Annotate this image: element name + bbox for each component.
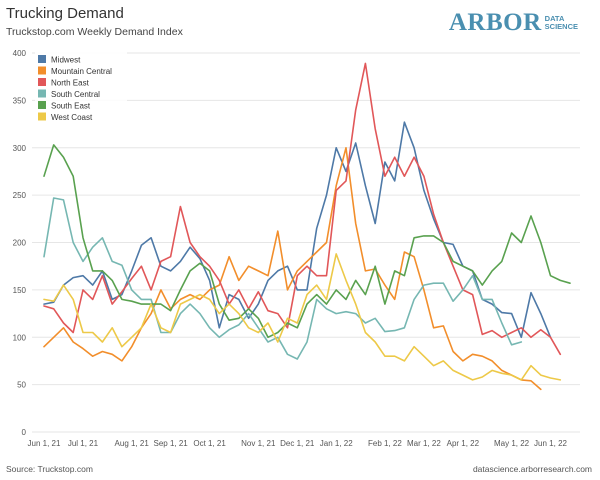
y-tick-label: 150: [13, 286, 27, 295]
arbor-logo: ARBOR DATA SCIENCE: [449, 9, 578, 37]
x-tick-label: Oct 1, 21: [193, 439, 226, 448]
x-tick-label: Feb 1, 22: [368, 439, 402, 448]
series-line-south-central: [43, 197, 523, 360]
legend-label: North East: [51, 79, 90, 88]
series-line-mountain-central: [43, 147, 542, 391]
x-tick-label: Jan 1, 22: [320, 439, 353, 448]
y-tick-label: 400: [13, 49, 27, 58]
y-tick-label: 50: [17, 381, 26, 390]
x-tick-label: Jun 1, 21: [28, 439, 61, 448]
legend-swatch: [38, 78, 46, 86]
series-line-west-coast: [43, 253, 562, 381]
series-line-south-east: [43, 144, 571, 339]
x-tick-label: Nov 1, 21: [241, 439, 276, 448]
logo-tag-line2: SCIENCE: [544, 22, 578, 31]
logo-tag: DATA SCIENCE: [545, 15, 578, 31]
legend-swatch: [38, 112, 46, 121]
legend-swatch: [38, 66, 46, 75]
legend-swatch: [38, 101, 46, 109]
legend-swatch: [38, 89, 46, 98]
y-tick-label: 250: [13, 191, 27, 200]
logo-tag-line1: DATA: [544, 14, 565, 23]
source-url: datascience.arborresearch.com: [472, 464, 592, 474]
chart-subtitle: Truckstop.com Weekly Demand Index: [6, 26, 183, 38]
chart-title: Trucking Demand: [6, 5, 124, 22]
legend-swatch: [38, 55, 46, 63]
series-line-north-east: [43, 62, 562, 356]
x-tick-label: Aug 1, 21: [115, 439, 150, 448]
legend-label: West Coast: [51, 113, 93, 122]
x-tick-label: Mar 1, 22: [407, 439, 441, 448]
x-tick-label: Apr 1, 22: [447, 439, 480, 448]
logo-word: ARBOR: [448, 9, 542, 36]
y-tick-label: 350: [13, 96, 27, 105]
legend-label: Midwest: [51, 56, 81, 65]
source-note: Source: Truckstop.com: [6, 464, 93, 474]
y-tick-label: 0: [22, 428, 27, 437]
y-tick-label: 100: [13, 333, 27, 342]
x-tick-label: Jul 1, 21: [68, 439, 99, 448]
x-tick-label: Dec 1, 21: [280, 439, 315, 448]
x-tick-label: Sep 1, 21: [154, 439, 189, 448]
legend-label: South Central: [51, 90, 100, 99]
x-tick-label: Jun 1, 22: [534, 439, 567, 448]
y-tick-label: 200: [13, 239, 27, 248]
legend-label: Mountain Central: [51, 67, 112, 76]
y-tick-label: 300: [13, 144, 27, 153]
x-tick-label: May 1, 22: [494, 439, 530, 448]
legend-box: [35, 52, 127, 126]
legend-label: South East: [51, 102, 91, 111]
